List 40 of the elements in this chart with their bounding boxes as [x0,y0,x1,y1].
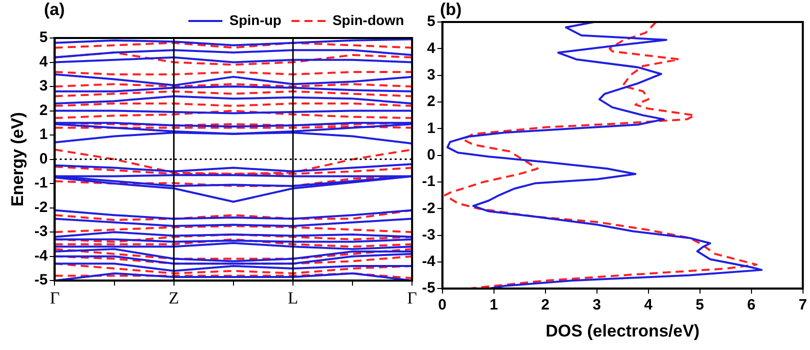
y-tick-label: -5 [34,272,48,289]
y-tick-label: 4 [426,40,436,57]
chart-title: (a) [44,0,65,20]
y-tick-label: -2 [422,200,436,217]
y-axis-title: Energy (eV) [8,112,27,207]
y-tick-label: 1 [426,120,436,137]
y-tick-label: -4 [422,253,436,270]
x-tick-label: 4 [644,296,654,314]
x-tick-label: Z [168,288,180,308]
y-tick-label: 2 [426,93,436,110]
chart-title: (b) [440,0,462,20]
x-tick-label: 6 [747,296,756,314]
x-tick-label: 3 [592,296,602,314]
x-axis-title: DOS (electrons/eV) [546,321,700,340]
x-tick-label: 2 [541,296,550,314]
y-tick-label: 0 [426,146,436,164]
legend-label: Spin-up [229,12,282,28]
x-tick-label: Γ [407,288,418,308]
x-tick-label: 1 [490,296,498,314]
x-tick-label: L [288,288,298,308]
x-tick-label: 7 [798,296,807,314]
y-tick-label: -3 [422,226,436,244]
legend-label: Spin-down [332,12,404,28]
y-tick-label: -4 [34,247,48,264]
y-tick-label: -3 [34,223,48,240]
y-tick-label: 2 [39,102,48,119]
y-tick-label: 5 [426,13,436,30]
y-tick-label: -5 [422,280,436,297]
y-tick-label: 4 [39,53,48,70]
y-tick-label: -1 [422,173,436,190]
x-tick-label: 5 [696,296,704,314]
y-tick-label: -1 [34,174,48,192]
x-tick-label: 0 [438,296,447,314]
y-tick-label: 3 [39,78,48,95]
y-tick-label: 0 [39,150,48,168]
x-tick-label: Γ [50,288,60,308]
y-tick-label: -2 [34,198,48,216]
y-tick-label: 5 [39,29,48,46]
y-tick-label: 3 [426,66,436,84]
y-tick-label: 1 [39,126,48,144]
